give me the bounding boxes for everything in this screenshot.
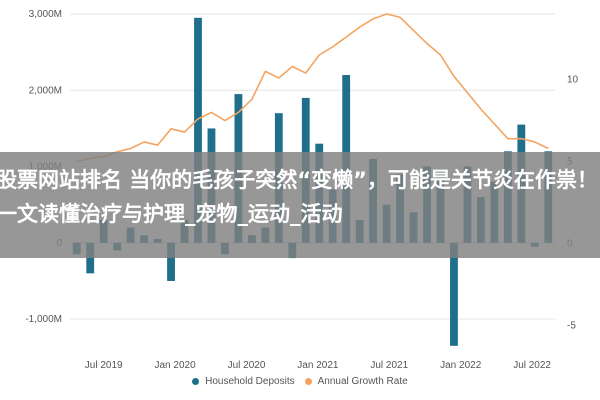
legend-label-annual-growth-rate: Annual Growth Rate xyxy=(317,376,408,387)
household-deposits-bar xyxy=(86,242,95,274)
legend-item-annual-growth-rate: Annual Growth Rate xyxy=(305,376,408,387)
legend-item-household-deposits: Household Deposits xyxy=(192,376,295,387)
headline-text: 股票网站排名 当你的毛孩子突然“变懒”，可能是关节炎在作祟！一文读懂治疗与护理_… xyxy=(0,168,598,226)
x-tick-label: Jul 2019 xyxy=(85,360,123,371)
x-tick-label: Jul 2021 xyxy=(370,360,408,371)
x-tick-label: Jul 2020 xyxy=(228,360,266,371)
y-left-tick-label: 3,000M xyxy=(29,9,62,20)
y-right-tick-label: -5 xyxy=(567,321,576,332)
legend-marker-annual-growth-rate xyxy=(305,377,313,385)
legend-label-household-deposits: Household Deposits xyxy=(205,376,295,387)
headline-overlay: 股票网站排名 当你的毛孩子突然“变懒”，可能是关节炎在作祟！一文读懂治疗与护理_… xyxy=(0,152,600,258)
x-tick-label: Jan 2020 xyxy=(155,360,197,371)
x-tick-label: Jul 2022 xyxy=(513,360,551,371)
legend: Household Deposits Annual Growth Rate xyxy=(0,376,600,387)
y-right-tick-label: 10 xyxy=(567,75,579,86)
household-deposits-bar xyxy=(194,17,202,243)
legend-marker-household-deposits xyxy=(192,377,200,385)
y-left-tick-label: -1,000M xyxy=(25,314,62,325)
household-deposits-bar xyxy=(450,242,458,346)
annual-growth-rate-polyline xyxy=(76,13,549,163)
household-deposits-bar xyxy=(167,242,175,281)
annual-growth-rate-line xyxy=(76,13,549,163)
y-left-tick-label: 2,000M xyxy=(29,85,62,96)
x-axis: Jul 2019 Jan 2020 Jul 2020 Jan 2021 Jul 2021… xyxy=(85,360,552,371)
x-tick-label: Jan 2022 xyxy=(440,360,482,371)
x-tick-label: Jan 2021 xyxy=(297,360,339,371)
